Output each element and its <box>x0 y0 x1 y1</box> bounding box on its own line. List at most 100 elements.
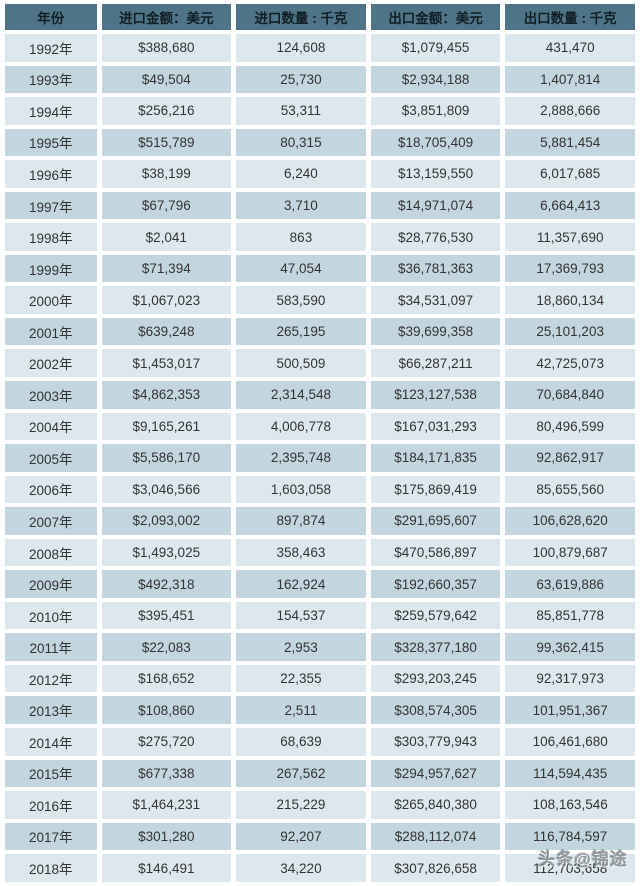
value-cell: $167,031,293 <box>370 412 501 441</box>
value-cell: $470,586,897 <box>370 538 501 567</box>
value-cell: $1,464,231 <box>101 791 232 819</box>
table-row: 2017年 $301,280 92,207 $288,112,074 116,784,5… <box>5 822 635 851</box>
value-cell: $71,394 <box>101 254 232 283</box>
value-cell: 897,874 <box>236 507 366 535</box>
value-cell: $38,199 <box>101 160 232 188</box>
value-cell: $395,451 <box>101 601 232 630</box>
value-cell: 80,496,599 <box>505 412 635 441</box>
value-cell: $275,720 <box>101 728 232 756</box>
value-cell: $3,046,566 <box>101 475 232 504</box>
value-cell: 25,730 <box>236 65 366 94</box>
year-cell: 2003年 <box>5 381 97 409</box>
value-cell: 154,537 <box>236 601 366 630</box>
value-cell: $328,377,180 <box>370 633 501 661</box>
table-row: 1992年 $388,680 124,608 $1,079,455 431,470 <box>5 34 635 62</box>
year-cell: 2001年 <box>5 317 97 346</box>
table-row: 2012年 $168,652 22,355 $293,203,245 92,317,97… <box>5 664 635 693</box>
value-cell: 17,369,793 <box>505 254 635 283</box>
value-cell: $303,779,943 <box>370 728 501 756</box>
value-cell: $14,971,074 <box>370 191 501 220</box>
value-cell: 2,888,666 <box>505 97 635 125</box>
value-cell: $22,083 <box>101 633 232 661</box>
value-cell: 85,655,560 <box>505 475 635 504</box>
table-row: 2010年 $395,451 154,537 $259,579,642 85,851,7… <box>5 601 635 630</box>
column-header: 出口金额：美元 <box>370 4 501 30</box>
year-cell: 2011年 <box>5 633 97 661</box>
table-row: 2018年 $146,491 34,220 $307,826,658 112,703,6… <box>5 854 635 882</box>
year-cell: 2004年 <box>5 412 97 441</box>
table-row: 2004年 $9,165,261 4,006,778 $167,031,293 80,4… <box>5 412 635 441</box>
value-cell: 70,684,840 <box>505 381 635 409</box>
value-cell: 11,357,690 <box>505 223 635 251</box>
value-cell: 53,311 <box>236 97 366 125</box>
value-cell: $307,826,658 <box>370 854 501 882</box>
table-row: 1994年 $256,216 53,311 $3,851,809 2,888,666 <box>5 97 635 125</box>
table-row: 2001年 $639,248 265,195 $39,699,358 25,101,20… <box>5 317 635 346</box>
table-row: 2015年 $677,338 267,562 $294,957,627 114,594,… <box>5 759 635 788</box>
value-cell: 2,953 <box>236 633 366 661</box>
value-cell: 4,006,778 <box>236 412 366 441</box>
value-cell: 1,603,058 <box>236 475 366 504</box>
column-header: 进口金额：美元 <box>101 4 232 30</box>
value-cell: 42,725,073 <box>505 349 635 378</box>
value-cell: $1,067,023 <box>101 286 232 314</box>
value-cell: $123,127,538 <box>370 381 501 409</box>
table-row: 2002年 $1,453,017 500,509 $66,287,211 42,725,… <box>5 349 635 378</box>
value-cell: 5,881,454 <box>505 128 635 157</box>
value-cell: 265,195 <box>236 317 366 346</box>
value-cell: $9,165,261 <box>101 412 232 441</box>
year-cell: 2012年 <box>5 664 97 693</box>
value-cell: $639,248 <box>101 317 232 346</box>
year-cell: 2014年 <box>5 728 97 756</box>
value-cell: $66,287,211 <box>370 349 501 378</box>
value-cell: $492,318 <box>101 570 232 598</box>
year-cell: 1994年 <box>5 97 97 125</box>
table-row: 1999年 $71,394 47,054 $36,781,363 17,369,793 <box>5 254 635 283</box>
value-cell: $184,171,835 <box>370 444 501 472</box>
value-cell: 22,355 <box>236 664 366 693</box>
table-row: 2008年 $1,493,025 358,463 $470,586,897 100,87… <box>5 538 635 567</box>
value-cell: $67,796 <box>101 191 232 220</box>
value-cell: 99,362,415 <box>505 633 635 661</box>
year-cell: 1999年 <box>5 254 97 283</box>
value-cell: $265,840,380 <box>370 791 501 819</box>
value-cell: 112,703,658 <box>505 854 635 882</box>
value-cell: 2,511 <box>236 696 366 725</box>
value-cell: 1,407,814 <box>505 65 635 94</box>
year-cell: 2016年 <box>5 791 97 819</box>
value-cell: 6,017,685 <box>505 160 635 188</box>
value-cell: 6,240 <box>236 160 366 188</box>
value-cell: 85,851,778 <box>505 601 635 630</box>
table-body: 1992年 $388,680 124,608 $1,079,455 431,470 199… <box>5 34 635 882</box>
year-cell: 1996年 <box>5 160 97 188</box>
year-cell: 2002年 <box>5 349 97 378</box>
year-cell: 1992年 <box>5 34 97 62</box>
year-cell: 2010年 <box>5 601 97 630</box>
value-cell: $288,112,074 <box>370 822 501 851</box>
value-cell: $291,695,607 <box>370 507 501 535</box>
value-cell: 80,315 <box>236 128 366 157</box>
value-cell: 68,639 <box>236 728 366 756</box>
value-cell: 92,207 <box>236 822 366 851</box>
column-header: 年份 <box>5 4 97 30</box>
table-row: 2013年 $108,860 2,511 $308,574,305 101,951,36… <box>5 696 635 725</box>
table-row: 2014年 $275,720 68,639 $303,779,943 106,461,6… <box>5 728 635 756</box>
value-cell: $1,079,455 <box>370 34 501 62</box>
value-cell: 500,509 <box>236 349 366 378</box>
value-cell: $13,159,550 <box>370 160 501 188</box>
value-cell: 358,463 <box>236 538 366 567</box>
value-cell: $5,586,170 <box>101 444 232 472</box>
value-cell: $1,493,025 <box>101 538 232 567</box>
value-cell: 114,594,435 <box>505 759 635 788</box>
value-cell: 267,562 <box>236 759 366 788</box>
value-cell: 3,710 <box>236 191 366 220</box>
value-cell: 431,470 <box>505 34 635 62</box>
value-cell: 2,314,548 <box>236 381 366 409</box>
value-cell: 92,862,917 <box>505 444 635 472</box>
value-cell: $2,041 <box>101 223 232 251</box>
value-cell: 2,395,748 <box>236 444 366 472</box>
value-cell: $308,574,305 <box>370 696 501 725</box>
table-row: 1996年 $38,199 6,240 $13,159,550 6,017,685 <box>5 160 635 188</box>
value-cell: $388,680 <box>101 34 232 62</box>
value-cell: $1,453,017 <box>101 349 232 378</box>
